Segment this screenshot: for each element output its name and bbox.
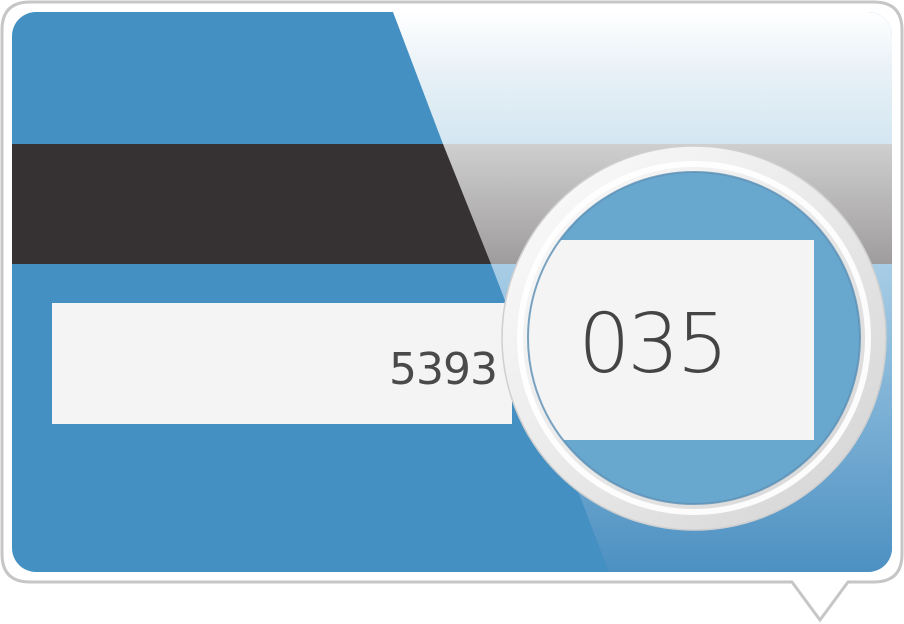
security-code: 035: [578, 297, 726, 392]
signature-panel: [52, 303, 512, 424]
card-number-digits: 5393: [389, 344, 497, 395]
magnified-signature-panel: [528, 240, 814, 440]
magnifying-glass-icon: 035: [501, 145, 887, 531]
